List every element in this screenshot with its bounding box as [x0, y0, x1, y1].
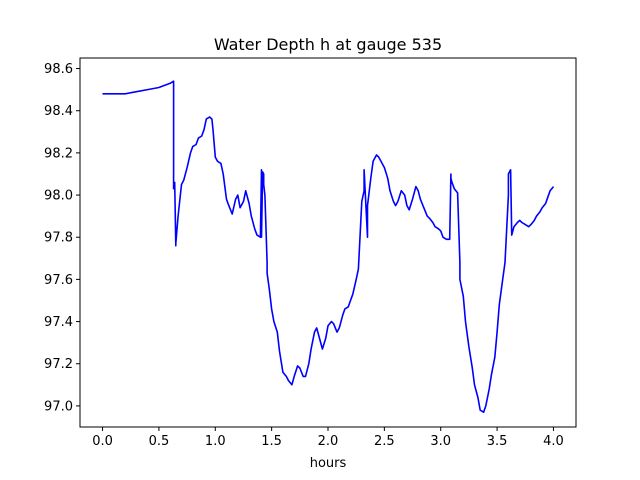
y-tick-label: 97.8 — [44, 231, 73, 246]
y-tick-label: 97.4 — [44, 315, 73, 330]
x-tick-label: 1.5 — [261, 434, 282, 449]
y-tick-label: 98.2 — [44, 146, 73, 161]
x-tick-label: 4.0 — [543, 434, 564, 449]
y-tick-label: 98.0 — [44, 189, 73, 204]
x-tick-label: 3.5 — [487, 434, 508, 449]
y-tick-label: 97.2 — [44, 357, 73, 372]
y-tick-label: 97.6 — [44, 273, 73, 288]
x-tick-label: 0.0 — [92, 434, 113, 449]
plot-frame — [79, 57, 577, 428]
x-tick-label: 0.5 — [149, 434, 170, 449]
x-axis-label: hours — [310, 456, 347, 471]
y-tick-label: 97.0 — [44, 399, 73, 414]
plot-area — [102, 80, 555, 414]
x-tick-label: 2.5 — [374, 434, 395, 449]
x-axis: 0.0 0.5 1.0 1.5 2.0 2.5 3.0 3.5 4.0 — [92, 427, 564, 449]
y-axis: 97.0 97.2 97.4 97.6 97.8 98.0 98.2 98.4 98.6 — [44, 62, 80, 414]
x-tick-label: 1.0 — [205, 434, 226, 449]
water-depth-line — [102, 80, 555, 414]
chart-title: Water Depth h at gauge 535 — [214, 35, 442, 54]
x-tick-label: 2.0 — [318, 434, 339, 449]
y-tick-label: 98.6 — [44, 62, 73, 77]
x-tick-label: 3.0 — [430, 434, 451, 449]
y-tick-label: 98.4 — [44, 104, 73, 119]
